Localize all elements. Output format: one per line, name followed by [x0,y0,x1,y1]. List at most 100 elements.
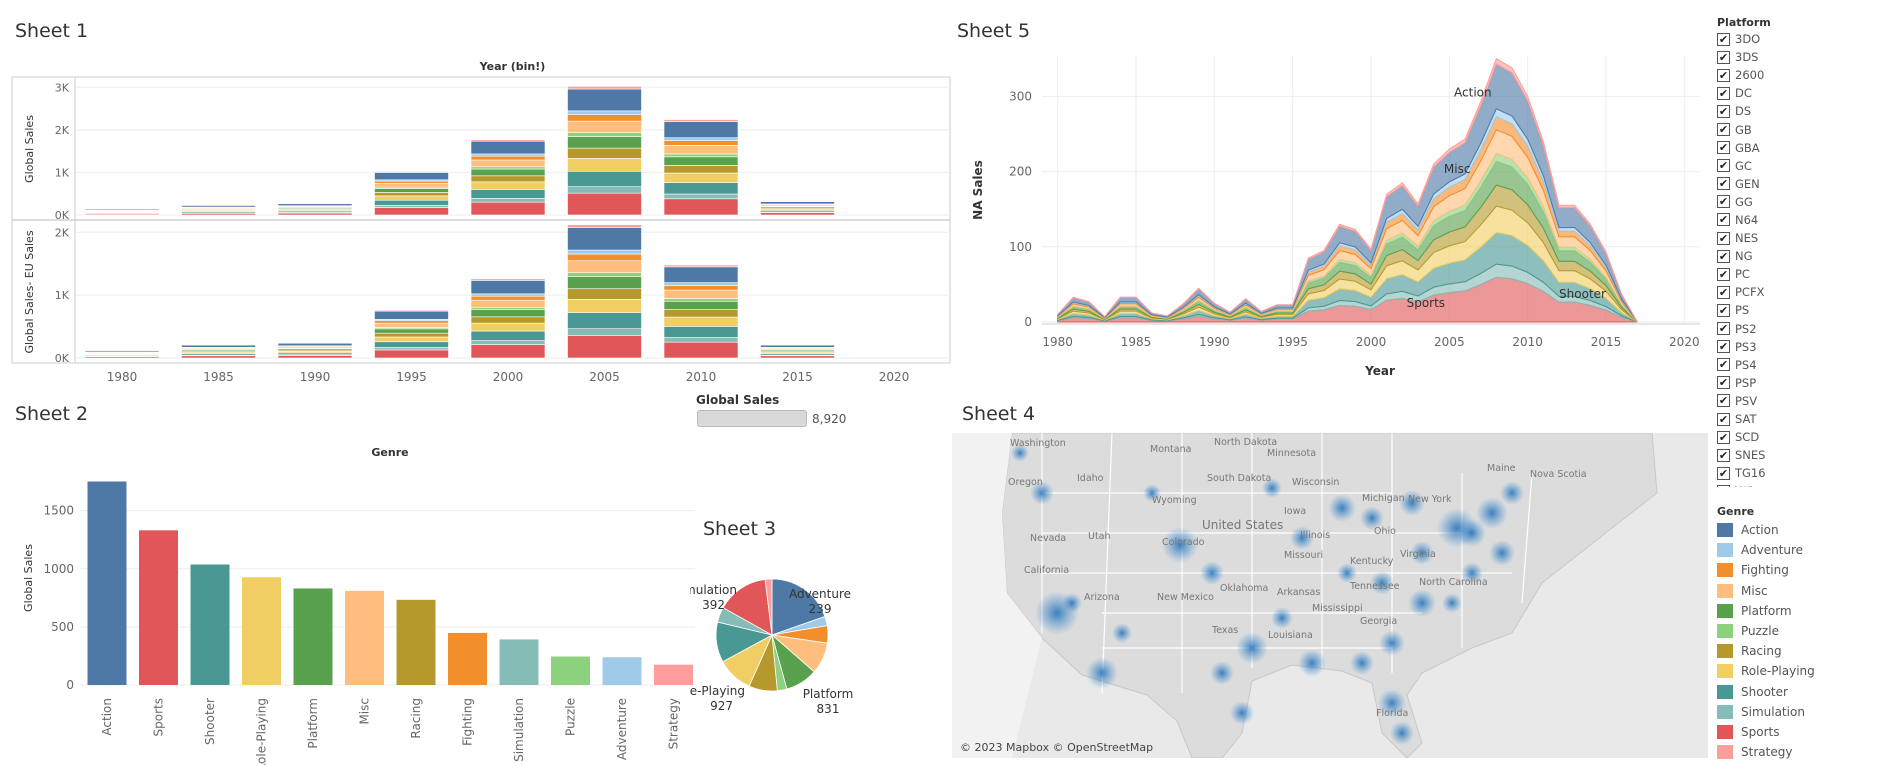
bar-segment[interactable] [567,276,642,290]
bar-segment[interactable] [470,295,546,301]
bar-segment[interactable] [470,330,546,341]
platform-filter-list[interactable]: ✔ 3DO ✔ 3DS ✔ 2600 ✔ DC ✔ DS ✔ GB ✔ GBA ✔ GC ✔ GEN ✔ GG ✔ N64… [1717,30,1877,487]
bar-segment[interactable] [277,355,353,359]
bar-segment[interactable] [567,110,642,115]
platform-filter-item[interactable]: ✔ GB [1717,120,1877,138]
bar-segment[interactable] [663,326,739,338]
platform-filter-item[interactable]: ✔ GC [1717,157,1877,175]
platform-filter-item[interactable]: ✔ NES [1717,229,1877,247]
checkbox-icon[interactable]: ✔ [1717,322,1730,336]
bar-segment[interactable] [374,192,449,197]
bar-segment[interactable] [470,307,546,310]
bar-segment[interactable] [567,312,642,329]
bar-segment[interactable] [663,341,739,359]
checkbox-icon[interactable]: ✔ [1717,104,1730,118]
platform-filter-item[interactable]: ✔ 3DS [1717,48,1877,66]
bar-segment[interactable] [567,272,642,278]
bar-segment[interactable] [567,253,642,262]
checkbox-icon[interactable]: ✔ [1717,68,1730,82]
checkbox-icon[interactable]: ✔ [1717,50,1730,64]
bar-segment[interactable] [470,293,546,297]
bar-segment[interactable] [567,136,642,149]
bar[interactable] [293,588,333,685]
bar-segment[interactable] [374,332,449,338]
bar-segment[interactable] [663,309,739,318]
checkbox-icon[interactable]: ✔ [1717,213,1730,227]
bar-segment[interactable] [567,86,642,90]
checkbox-icon[interactable]: ✔ [1717,195,1730,209]
bar-segment[interactable] [567,260,642,274]
platform-filter-item[interactable]: ✔ WS [1717,482,1877,487]
bar-segment[interactable] [470,344,546,359]
platform-filter-item[interactable]: ✔ GBA [1717,139,1877,157]
checkbox-icon[interactable]: ✔ [1717,466,1730,480]
bar-segment[interactable] [470,181,546,190]
bar-segment[interactable] [663,264,739,268]
platform-filter-item[interactable]: ✔ SAT [1717,410,1877,428]
bar-segment[interactable] [760,344,835,348]
bar-segment[interactable] [374,188,449,193]
platform-filter-item[interactable]: ✔ 2600 [1717,66,1877,84]
bar-segment[interactable] [374,328,449,334]
bar-segment[interactable] [277,342,353,347]
bar-segment[interactable] [663,165,739,174]
bar[interactable] [551,656,590,685]
bar-segment[interactable] [663,289,739,299]
bar-segment[interactable] [374,341,449,348]
bar-segment[interactable] [374,199,449,206]
bar-segment[interactable] [567,158,642,172]
bar-segment[interactable] [470,201,546,216]
platform-filter-item[interactable]: ✔ PS [1717,301,1877,319]
checkbox-icon[interactable]: ✔ [1717,448,1730,462]
bar-segment[interactable] [374,172,449,181]
bar-segment[interactable] [663,300,739,310]
bar-segment[interactable] [470,175,546,183]
platform-filter-item[interactable]: ✔ PS4 [1717,356,1877,374]
platform-filter-item[interactable]: ✔ DC [1717,84,1877,102]
bar[interactable] [242,577,281,685]
platform-filter-item[interactable]: ✔ PS2 [1717,320,1877,338]
bar-segment[interactable] [470,155,546,161]
bar-segment[interactable] [470,299,546,308]
bar-segment[interactable] [567,132,642,137]
area-series[interactable] [1057,58,1638,323]
bar-segment[interactable] [470,139,546,142]
platform-filter-item[interactable]: ✔ SCD [1717,428,1877,446]
bar[interactable] [448,632,487,685]
checkbox-icon[interactable]: ✔ [1717,340,1730,354]
bar-segment[interactable] [470,166,546,170]
bar-segment[interactable] [374,171,449,173]
bar[interactable] [602,657,642,685]
checkbox-icon[interactable]: ✔ [1717,484,1730,487]
bar[interactable] [87,481,127,685]
bar-segment[interactable] [374,195,449,201]
checkbox-icon[interactable]: ✔ [1717,430,1730,444]
bar-segment[interactable] [663,298,739,302]
checkbox-icon[interactable]: ✔ [1717,159,1730,173]
checkbox-icon[interactable]: ✔ [1717,177,1730,191]
bar-segment[interactable] [470,159,546,168]
checkbox-icon[interactable]: ✔ [1717,303,1730,317]
platform-filter-item[interactable]: ✔ 3DO [1717,30,1877,48]
bar-segment[interactable] [663,137,739,141]
checkbox-icon[interactable]: ✔ [1717,32,1730,46]
bar-segment[interactable] [374,347,449,351]
bar-segment[interactable] [470,340,546,345]
checkbox-icon[interactable]: ✔ [1717,285,1730,299]
platform-filter-item[interactable]: ✔ PC [1717,265,1877,283]
bar[interactable] [139,530,178,685]
bar-segment[interactable] [567,249,642,255]
bar-segment[interactable] [470,322,546,332]
bar-segment[interactable] [567,192,642,216]
bar-segment[interactable] [567,227,642,251]
bar-segment[interactable] [470,189,546,199]
global-sales-slider[interactable] [697,410,807,427]
checkbox-icon[interactable]: ✔ [1717,231,1730,245]
bar-segment[interactable] [663,140,739,146]
bar-segment[interactable] [567,120,642,134]
bar-segment[interactable] [663,266,739,283]
bar-segment[interactable] [470,198,546,203]
bar[interactable] [396,599,436,685]
bar-segment[interactable] [374,205,449,208]
checkbox-icon[interactable]: ✔ [1717,394,1730,408]
